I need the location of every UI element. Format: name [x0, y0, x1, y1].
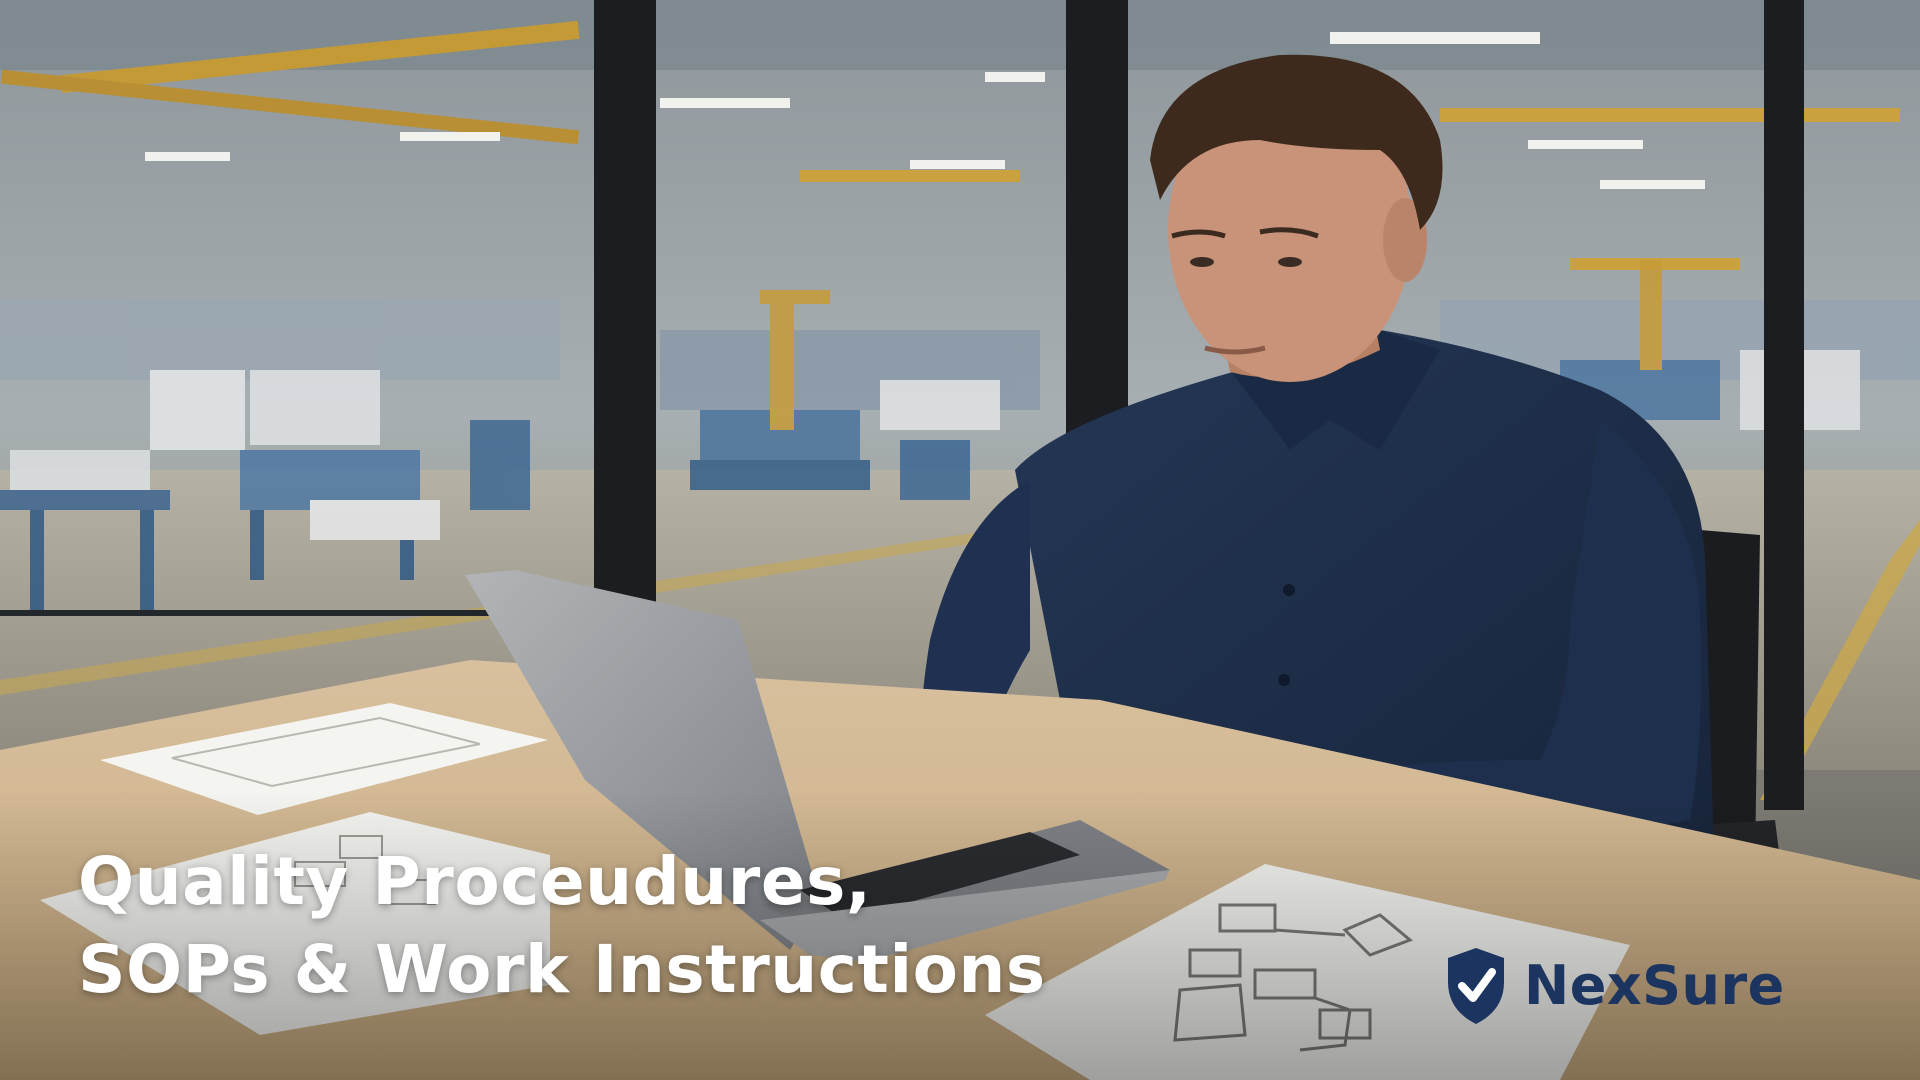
headline-line-1: Quality Proceudures, — [78, 843, 872, 920]
shield-check-icon — [1448, 948, 1504, 1024]
factory-machinery — [0, 260, 1920, 610]
headline-line-2: SOPs & Work Instructions — [78, 931, 1046, 1008]
headline: Quality Proceudures, SOPs & Work Instruc… — [78, 838, 1046, 1014]
brand-name: NexSure — [1524, 954, 1785, 1017]
hair — [1150, 54, 1443, 230]
brand-logo: NexSure — [1444, 944, 1785, 1028]
